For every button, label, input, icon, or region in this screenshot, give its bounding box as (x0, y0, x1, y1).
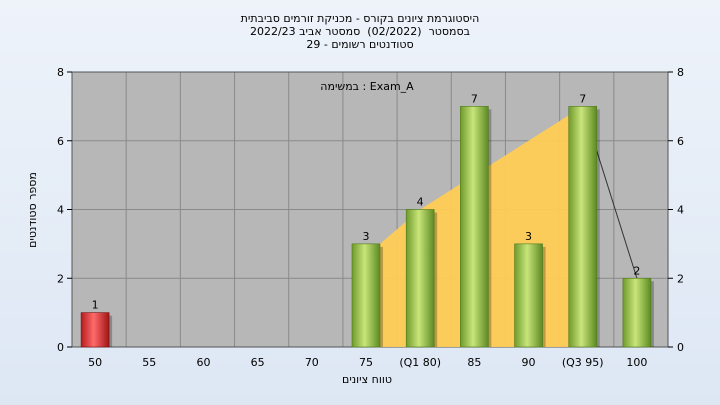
data-label-(Q3 95): 7 (579, 92, 586, 105)
bar-(Q1 80) (405, 209, 435, 348)
x-axis-title: טווח ציונים (342, 373, 392, 386)
data-label-50: 1 (92, 299, 99, 312)
x-tick-label-90: 90 (522, 356, 536, 369)
data-label-90: 3 (525, 230, 532, 243)
y-tick-label-left: 6 (57, 135, 64, 148)
y-tick-label-left: 8 (57, 66, 64, 79)
y-tick-label-left: 2 (57, 272, 64, 285)
bar-85 (460, 106, 489, 348)
bar-90 (514, 243, 543, 348)
data-labels: 1 3 4 7 3 7 2 (92, 92, 641, 311)
x-tick-label-85: 85 (467, 356, 481, 369)
bar-(Q3 95) (568, 106, 598, 348)
chart-title-line-3: סטודנטים רשומים - 29 (306, 38, 414, 51)
data-label-85: 7 (471, 92, 478, 105)
x-tick-label-75: 75 (359, 356, 373, 369)
task-label: במשימה : Exam_A (320, 80, 414, 93)
bar-75 (351, 243, 381, 348)
x-tick-label-55: 55 (142, 356, 156, 369)
y-axis-right: 0 2 4 6 8 (668, 66, 684, 354)
x-axis: 50 55 60 65 70 75 (Q1 80) 85 90 (Q3 95) 100 (88, 356, 647, 369)
x-tick-label-(Q3 95): (Q3 95) (562, 356, 604, 369)
y-tick-label-right: 2 (677, 272, 684, 285)
x-tick-label-70: 70 (305, 356, 319, 369)
x-tick-label-60: 60 (196, 356, 210, 369)
y-tick-label-right: 4 (677, 204, 684, 217)
data-label-75: 3 (363, 230, 370, 243)
bar-100 (622, 277, 652, 348)
chart-title-line-2: בסמסטר (02/2022) סמסטר אביב 2022/23 (249, 25, 471, 38)
y-tick-label-right: 8 (677, 66, 684, 79)
bar-50 (80, 312, 110, 348)
data-label-(Q1 80): 4 (417, 196, 424, 209)
x-tick-label-100: 100 (626, 356, 647, 369)
y-axis-title: מספר סטודנטים (26, 172, 39, 248)
x-tick-label-(Q1 80): (Q1 80) (399, 356, 441, 369)
x-tick-label-65: 65 (251, 356, 265, 369)
y-tick-label-right: 0 (677, 341, 684, 354)
chart-title-line-1: היסטוגרמת ציונים בקורס - מכניקת זורמים ס… (240, 12, 480, 25)
y-tick-label-right: 6 (677, 135, 684, 148)
y-axis-left: 0 2 4 6 8 (57, 66, 72, 354)
y-tick-label-left: 0 (57, 341, 64, 354)
bar-series (80, 106, 654, 348)
data-label-100: 2 (633, 264, 640, 277)
x-tick-label-50: 50 (88, 356, 102, 369)
y-tick-label-left: 4 (57, 204, 64, 217)
